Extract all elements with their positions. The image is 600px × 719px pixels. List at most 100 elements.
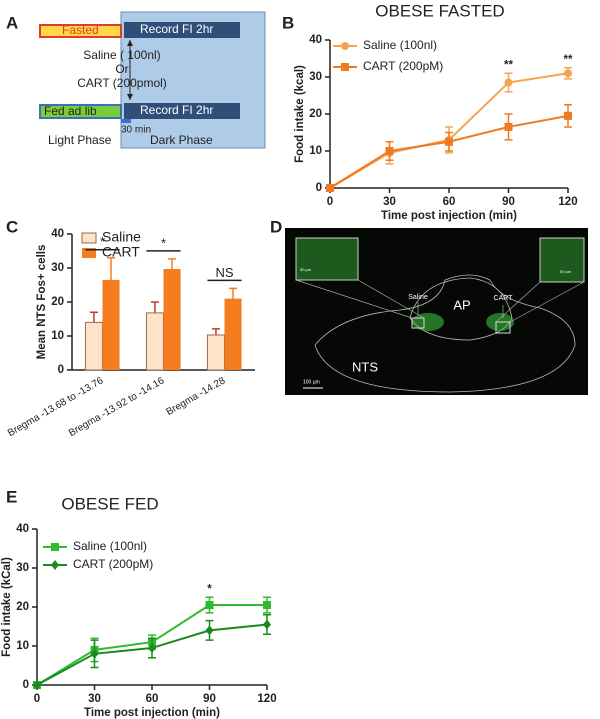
- diagram-text: 30 min: [121, 125, 151, 136]
- legend-swatch: [81, 232, 97, 244]
- x-tick-label: 30: [88, 693, 101, 705]
- data-point: [148, 642, 156, 653]
- panel-label: E: [6, 487, 17, 506]
- data-point: [341, 42, 349, 50]
- panel-label: B: [282, 13, 294, 32]
- y-tick-label: 40: [16, 523, 29, 535]
- x-tick-label: 120: [257, 693, 276, 705]
- x-axis-label: Time post injection (min): [84, 707, 220, 719]
- y-axis-label: Food intake (kCal): [1, 557, 13, 657]
- legend-label: Saline (100nl): [73, 539, 147, 553]
- data-point: [341, 63, 349, 71]
- bar: [163, 269, 181, 370]
- micrograph-label: Saline: [408, 294, 428, 301]
- scale-label: 50 µm: [300, 267, 312, 272]
- diagram-text: Dark Phase: [150, 133, 213, 147]
- diagram-text: Fasted: [62, 23, 99, 37]
- data-point: [51, 543, 59, 551]
- data-point: [326, 184, 334, 192]
- micrograph-label: CART: [494, 295, 514, 302]
- record-bar: [124, 103, 240, 119]
- y-tick-label: 10: [16, 640, 29, 652]
- significance: *: [100, 234, 105, 249]
- error-bar: [211, 328, 220, 335]
- record-bar: [124, 22, 240, 38]
- scale-label: 100 µm: [303, 379, 320, 385]
- significance: *: [161, 235, 166, 250]
- legend-label: CART (200pM): [363, 59, 443, 73]
- fed-bar: [39, 104, 122, 119]
- x-tick-label: 90: [203, 693, 216, 705]
- chart-title: OBESE FED: [61, 494, 158, 513]
- y-tick-label: 40: [51, 228, 64, 240]
- data-point: [564, 69, 572, 78]
- inset: [539, 237, 585, 283]
- bar: [145, 312, 164, 371]
- arrow-head: [127, 40, 133, 100]
- data-point: [51, 560, 59, 570]
- y-tick-label: 20: [16, 601, 29, 613]
- y-tick-label: 30: [309, 71, 322, 83]
- y-tick-label: 30: [51, 262, 64, 274]
- nts-outline: [314, 274, 576, 393]
- x-axis-label: Time post injection (min): [381, 210, 517, 222]
- x-tick-label: Bregma -13.68 to -13.76: [6, 375, 106, 439]
- x-tick-label: 90: [502, 196, 515, 208]
- legend-swatch: [82, 248, 96, 258]
- data-point: [564, 111, 572, 120]
- data-point: [263, 601, 271, 610]
- scale-label: 50 µm: [560, 269, 572, 274]
- diagram-text: CART (200pmol): [77, 76, 167, 90]
- micrograph-label: AP: [453, 297, 470, 312]
- data-point: [90, 648, 99, 659]
- diagram-text: Saline ( 100nl): [83, 48, 160, 62]
- bar: [102, 279, 120, 370]
- protocol-diagram: Fasted Record FI 2hr Saline ( 100nl) Or …: [39, 11, 266, 149]
- error-bar: [150, 301, 159, 313]
- panel-label: D: [270, 217, 282, 236]
- diagram-text: Light Phase: [48, 133, 112, 147]
- inset-leader: [295, 279, 585, 323]
- y-tick-label: 30: [16, 562, 29, 574]
- legend-label: CART: [102, 244, 140, 260]
- data-point: [385, 147, 394, 155]
- y-tick-label: 0: [23, 679, 29, 691]
- significance: NS: [215, 265, 233, 280]
- data-point: [205, 625, 214, 636]
- legend-label: CART (200pM): [73, 557, 153, 571]
- delay-bar: [121, 119, 131, 123]
- bar: [224, 298, 242, 370]
- significance: **: [504, 59, 513, 71]
- bar: [84, 321, 103, 371]
- x-tick-label: 120: [558, 196, 577, 208]
- data-point: [205, 601, 214, 610]
- x-tick-label: 60: [146, 693, 159, 705]
- y-tick-label: 10: [51, 330, 64, 342]
- error-bar: [168, 258, 177, 270]
- significance: *: [207, 583, 212, 595]
- fasted-bar: [39, 24, 122, 38]
- data-point: [33, 680, 41, 690]
- inset: [295, 237, 359, 281]
- x-tick-label: 0: [34, 693, 40, 705]
- y-axis-label: Mean NTS Fos+ cells: [36, 245, 48, 360]
- error-bar: [107, 257, 116, 280]
- y-tick-label: 0: [58, 364, 64, 376]
- data-point: [504, 122, 513, 131]
- data-point: [504, 78, 513, 87]
- micrograph-label: NTS: [352, 359, 378, 374]
- error-bar: [89, 311, 98, 323]
- data-point: [445, 137, 453, 146]
- y-axis-label: Food intake (kcal): [294, 65, 306, 163]
- data-point: [263, 619, 271, 630]
- x-tick-label: 30: [383, 196, 396, 208]
- panel-label: A: [6, 13, 18, 32]
- y-tick-label: 0: [316, 182, 322, 194]
- inset-region: [411, 317, 425, 329]
- x-tick-label: 0: [327, 196, 333, 208]
- y-tick-label: 20: [51, 296, 64, 308]
- chart-title: OBESE FASTED: [375, 1, 504, 20]
- significance: **: [564, 54, 573, 66]
- diagram-text: Record FI 2hr: [140, 22, 213, 36]
